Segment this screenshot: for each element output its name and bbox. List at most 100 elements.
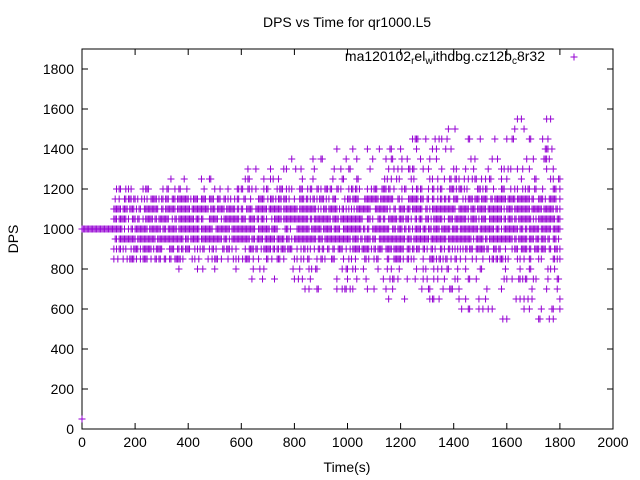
data-point: [402, 185, 410, 193]
data-point: [472, 255, 480, 263]
data-point: [539, 185, 547, 193]
data-point: [216, 185, 224, 193]
y-tick-label: 600: [51, 301, 75, 317]
data-point: [298, 275, 306, 283]
data-point: [363, 145, 371, 153]
data-point: [232, 265, 240, 273]
y-tick-label: 400: [51, 341, 75, 357]
data-point: [260, 175, 268, 183]
data-point: [448, 285, 456, 293]
data-point: [379, 275, 387, 283]
data-point: [555, 235, 563, 243]
data-point: [288, 185, 296, 193]
data-point: [520, 125, 528, 133]
data-point: [525, 165, 533, 173]
data-point: [288, 155, 296, 163]
data-point: [353, 275, 361, 283]
data-point: [340, 175, 348, 183]
data-point: [447, 145, 455, 153]
x-tick-label: 2000: [597, 434, 628, 450]
data-point: [180, 175, 188, 183]
data-point: [224, 185, 232, 193]
data-point: [289, 265, 297, 273]
data-point: [503, 315, 511, 323]
data-point: [270, 275, 278, 283]
data-point: [527, 255, 535, 263]
data-point: [556, 215, 564, 223]
data-point: [536, 315, 544, 323]
data-point: [264, 185, 272, 193]
y-tick-label: 1200: [43, 181, 74, 197]
data-point: [537, 255, 545, 263]
x-tick-label: 400: [177, 434, 201, 450]
data-point: [232, 245, 240, 253]
data-point: [363, 285, 371, 293]
data-point: [454, 275, 462, 283]
data-point: [362, 275, 370, 283]
data-point: [545, 155, 553, 163]
data-point: [556, 205, 564, 213]
x-tick-label: 1000: [332, 434, 363, 450]
y-tick-label: 1600: [43, 101, 74, 117]
data-point: [207, 175, 215, 183]
data-point: [451, 125, 459, 133]
data-point: [556, 225, 564, 233]
data-point: [556, 255, 564, 263]
data-point: [321, 255, 329, 263]
data-point: [183, 185, 191, 193]
data-point: [369, 155, 377, 163]
data-point: [501, 245, 509, 253]
data-point: [434, 175, 442, 183]
data-point: [543, 165, 551, 173]
data-point: [164, 185, 172, 193]
data-point: [532, 275, 540, 283]
data-point: [387, 145, 395, 153]
data-point: [330, 255, 338, 263]
data-point: [544, 275, 552, 283]
data-point: [309, 175, 317, 183]
data-point: [413, 265, 421, 273]
data-point: [244, 165, 252, 173]
data-point: [517, 175, 525, 183]
data-point: [479, 255, 487, 263]
x-tick-label: 800: [283, 434, 307, 450]
x-tick-label: 0: [78, 434, 86, 450]
data-point: [548, 145, 556, 153]
data-point: [249, 265, 257, 273]
x-axis-label: Time(s): [324, 459, 371, 475]
data-point: [529, 155, 537, 163]
data-point: [385, 295, 393, 303]
data-point: [351, 255, 359, 263]
data-point: [426, 285, 434, 293]
data-point: [346, 165, 354, 173]
data-point: [551, 265, 559, 273]
data-point: [411, 275, 419, 283]
data-point: [556, 295, 564, 303]
data-point: [454, 265, 462, 273]
data-point: [434, 275, 442, 283]
data-point: [472, 275, 480, 283]
data-point: [516, 265, 524, 273]
data-point: [394, 275, 402, 283]
axis-ticks: 0 200 400 600 800 1000 1200 1400 1600 1800 2000 0 20…: [43, 49, 629, 450]
data-point: [490, 185, 498, 193]
data-point: [374, 265, 382, 273]
data-point: [426, 155, 434, 163]
data-point: [127, 185, 135, 193]
data-point: [310, 165, 318, 173]
data-point: [375, 145, 383, 153]
data-point: [549, 305, 557, 313]
data-point: [329, 175, 337, 183]
data-point: [398, 195, 406, 203]
data-point: [389, 155, 397, 163]
data-point: [354, 195, 362, 203]
data-point: [410, 165, 418, 173]
data-point: [443, 135, 451, 143]
data-point: [401, 295, 409, 303]
data-point: [491, 135, 499, 143]
data-point: [305, 285, 313, 293]
data-point: [211, 265, 219, 273]
data-point: [503, 175, 511, 183]
data-point: [438, 165, 446, 173]
